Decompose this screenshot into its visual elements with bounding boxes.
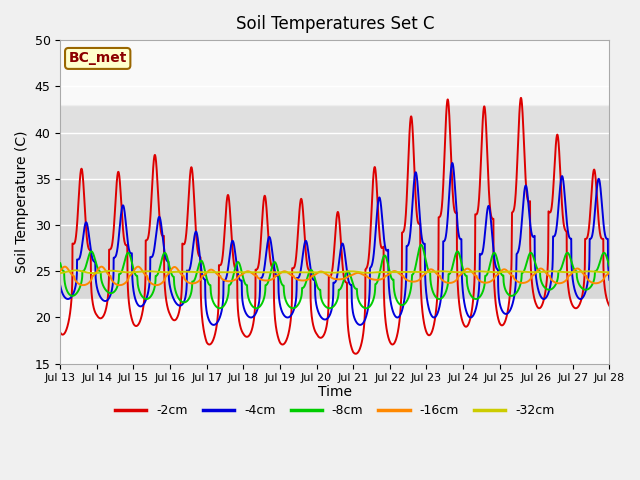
-16cm — [56, 268, 64, 274]
-8cm — [210, 300, 218, 306]
-2cm — [554, 132, 561, 138]
-2cm — [605, 303, 613, 309]
-4cm — [605, 276, 613, 281]
Line: -32cm: -32cm — [60, 270, 609, 273]
-16cm — [398, 273, 406, 278]
-2cm — [388, 342, 396, 348]
X-axis label: Time: Time — [318, 385, 352, 399]
-16cm — [210, 268, 218, 274]
-32cm — [56, 270, 64, 276]
Bar — [60, 299, 609, 364]
-2cm — [174, 313, 182, 319]
Bar — [60, 40, 609, 105]
-8cm — [605, 263, 613, 268]
-32cm — [554, 269, 561, 275]
-8cm — [398, 302, 406, 308]
-4cm — [398, 308, 406, 313]
Text: BC_met: BC_met — [68, 51, 127, 65]
-32cm — [72, 267, 79, 273]
-2cm — [210, 336, 218, 342]
-8cm — [174, 294, 182, 300]
-4cm — [174, 302, 182, 308]
-2cm — [517, 95, 525, 101]
-32cm — [398, 269, 406, 275]
-16cm — [605, 269, 613, 275]
-4cm — [210, 322, 218, 328]
-32cm — [605, 269, 613, 275]
-16cm — [388, 269, 396, 275]
-2cm — [56, 330, 64, 336]
-4cm — [210, 322, 218, 328]
Y-axis label: Soil Temperature (C): Soil Temperature (C) — [15, 131, 29, 273]
Title: Soil Temperatures Set C: Soil Temperatures Set C — [236, 15, 434, 33]
-2cm — [398, 230, 406, 236]
-8cm — [216, 305, 223, 311]
-8cm — [554, 276, 561, 282]
-8cm — [388, 276, 396, 282]
-16cm — [605, 269, 613, 275]
Line: -8cm: -8cm — [60, 245, 609, 308]
-2cm — [605, 303, 613, 309]
-16cm — [61, 264, 68, 270]
Line: -2cm: -2cm — [60, 98, 609, 354]
-8cm — [417, 242, 425, 248]
Line: -4cm: -4cm — [60, 163, 609, 325]
-4cm — [605, 277, 613, 283]
-32cm — [210, 269, 218, 275]
Legend: -2cm, -4cm, -8cm, -16cm, -32cm: -2cm, -4cm, -8cm, -16cm, -32cm — [110, 399, 559, 422]
-32cm — [174, 269, 182, 275]
-16cm — [79, 282, 87, 288]
-4cm — [554, 216, 561, 222]
-4cm — [449, 160, 456, 166]
-8cm — [605, 263, 613, 269]
-32cm — [388, 269, 396, 275]
-4cm — [56, 283, 64, 288]
-16cm — [174, 267, 182, 273]
Line: -16cm: -16cm — [60, 267, 609, 285]
-4cm — [388, 307, 396, 312]
-8cm — [56, 260, 64, 266]
-2cm — [352, 351, 360, 357]
Bar — [60, 105, 609, 179]
-16cm — [554, 280, 561, 286]
-32cm — [90, 270, 98, 276]
-32cm — [605, 269, 613, 275]
